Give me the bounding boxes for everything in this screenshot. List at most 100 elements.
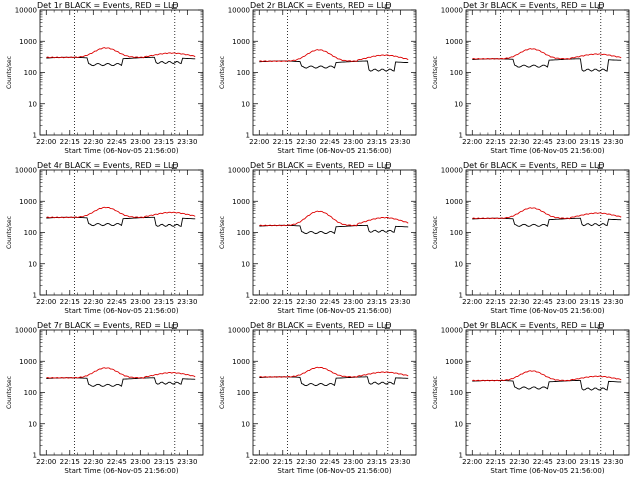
lld-series-line [472, 370, 622, 382]
y-axis-label: Counts/sec [6, 376, 13, 409]
x-tick-label: 23:00 [343, 298, 363, 306]
x-tick-label: 22:00 [36, 458, 56, 466]
y-tick-label: 10 [28, 100, 37, 108]
plot-frame [252, 329, 417, 456]
x-tick-label: 23:15 [580, 458, 600, 466]
x-tick-label: 23:30 [177, 458, 197, 466]
x-tick-label: 22:00 [249, 298, 269, 306]
plot-frame [465, 169, 630, 296]
detector-panel: Det 3r BLACK = Events, RED = LLD ⊏ 1 10 100 1… [426, 0, 639, 160]
legend-marker: ⊏ [171, 2, 178, 11]
y-tick-label: 1000 [445, 198, 463, 206]
x-tick-label: 22:15 [273, 298, 293, 306]
y-tick-label: 1 [33, 452, 37, 460]
x-tick-label: 22:30 [296, 138, 316, 146]
x-axis-label: Start Time (06-Nov-05 21:56:00) [490, 467, 604, 475]
x-axis-label: Start Time (06-Nov-05 21:56:00) [490, 307, 604, 315]
x-tick-label: 22:45 [320, 458, 340, 466]
plot-frame [39, 169, 204, 296]
y-tick-label: 1000 [232, 198, 250, 206]
x-tick-label: 23:15 [154, 458, 174, 466]
x-tick-label: 22:15 [486, 458, 506, 466]
x-tick-label: 23:00 [343, 458, 363, 466]
x-tick-label: 23:00 [343, 138, 363, 146]
events-series-line [259, 60, 409, 72]
detector-chart: Det 3r BLACK = Events, RED = LLD⊏ 1 10 100 1… [432, 1, 630, 155]
detector-panel: Det 5r BLACK = Events, RED = LLD ⊏ 1 10 100 1… [213, 160, 426, 320]
y-tick-label: 10000 [15, 327, 37, 335]
legend-marker: ⊏ [171, 162, 178, 171]
x-tick-label: 23:00 [130, 298, 150, 306]
events-series-line [472, 58, 622, 72]
events-series-line [46, 377, 196, 387]
y-axis-label: Counts/sec [219, 216, 226, 249]
x-tick-label: 23:15 [367, 138, 387, 146]
x-tick-label: 22:30 [83, 138, 103, 146]
x-tick-label: 23:30 [390, 458, 410, 466]
x-axis-label: Start Time (06-Nov-05 21:56:00) [64, 307, 178, 315]
legend-marker: ⊏ [597, 2, 604, 11]
lld-series-line [46, 206, 196, 219]
lld-series-line [46, 367, 196, 379]
x-tick-label: 22:45 [107, 138, 127, 146]
detector-chart: Det 9r BLACK = Events, RED = LLD⊏ 1 10 100 1… [432, 321, 630, 475]
panel-title: Det 6r BLACK = Events, RED = LLD [463, 161, 605, 170]
legend-marker: ⊏ [384, 322, 391, 331]
x-tick-label: 22:15 [486, 298, 506, 306]
panel-title: Det 5r BLACK = Events, RED = LLD [250, 161, 392, 170]
x-tick-label: 22:00 [249, 138, 269, 146]
panel-title: Det 3r BLACK = Events, RED = LLD [463, 1, 605, 10]
y-tick-label: 1 [33, 132, 37, 140]
y-tick-label: 100 [237, 69, 250, 77]
panel-title: Det 8r BLACK = Events, RED = LLD [250, 321, 392, 330]
detector-chart: Det 4r BLACK = Events, RED = LLD⊏ 1 10 100 1… [6, 161, 204, 315]
lld-series-line [472, 48, 622, 60]
x-tick-label: 22:30 [296, 458, 316, 466]
x-tick-label: 23:00 [556, 458, 576, 466]
detector-chart: Det 1r BLACK = Events, RED = LLD⊏ 1 10 100 1… [6, 1, 204, 155]
x-tick-label: 22:00 [462, 298, 482, 306]
y-tick-label: 1 [33, 292, 37, 300]
detector-chart: Det 7r BLACK = Events, RED = LLD⊏ 1 10 100 1… [6, 321, 204, 475]
x-tick-label: 23:30 [390, 298, 410, 306]
y-tick-label: 1000 [445, 358, 463, 366]
plot-frame [465, 329, 630, 456]
y-tick-label: 1000 [232, 38, 250, 46]
y-tick-label: 1 [459, 452, 463, 460]
panel-title: Det 1r BLACK = Events, RED = LLD [37, 1, 179, 10]
y-tick-label: 1000 [19, 358, 37, 366]
y-tick-label: 10 [454, 260, 463, 268]
y-tick-label: 10 [28, 260, 37, 268]
x-tick-label: 22:00 [462, 458, 482, 466]
x-axis-label: Start Time (06-Nov-05 21:56:00) [277, 307, 391, 315]
x-tick-label: 22:15 [60, 138, 80, 146]
detector-panel: Det 4r BLACK = Events, RED = LLD ⊏ 1 10 100 1… [0, 160, 213, 320]
x-tick-label: 22:30 [509, 458, 529, 466]
x-axis-label: Start Time (06-Nov-05 21:56:00) [277, 467, 391, 475]
y-axis-label: Counts/sec [432, 216, 439, 249]
legend-marker: ⊏ [384, 162, 391, 171]
lld-series-line [259, 366, 409, 378]
x-tick-label: 22:45 [533, 458, 553, 466]
x-tick-label: 22:30 [296, 298, 316, 306]
x-tick-label: 22:00 [462, 138, 482, 146]
x-tick-label: 22:45 [533, 138, 553, 146]
x-tick-label: 22:45 [107, 298, 127, 306]
x-tick-label: 22:45 [320, 298, 340, 306]
x-tick-label: 22:45 [107, 458, 127, 466]
x-tick-label: 23:00 [130, 458, 150, 466]
detector-chart: Det 6r BLACK = Events, RED = LLD⊏ 1 10 100 1… [432, 161, 630, 315]
y-axis-label: Counts/sec [6, 56, 13, 89]
x-tick-label: 22:00 [36, 298, 56, 306]
x-tick-label: 22:45 [320, 138, 340, 146]
x-tick-label: 23:15 [154, 298, 174, 306]
x-tick-label: 23:15 [367, 458, 387, 466]
lld-series-line [472, 207, 622, 220]
x-tick-label: 23:15 [580, 138, 600, 146]
x-tick-label: 22:15 [60, 458, 80, 466]
x-tick-label: 23:30 [603, 458, 623, 466]
x-tick-label: 23:00 [556, 298, 576, 306]
y-tick-label: 1 [246, 132, 250, 140]
detector-chart: Det 5r BLACK = Events, RED = LLD⊏ 1 10 100 1… [219, 161, 417, 315]
